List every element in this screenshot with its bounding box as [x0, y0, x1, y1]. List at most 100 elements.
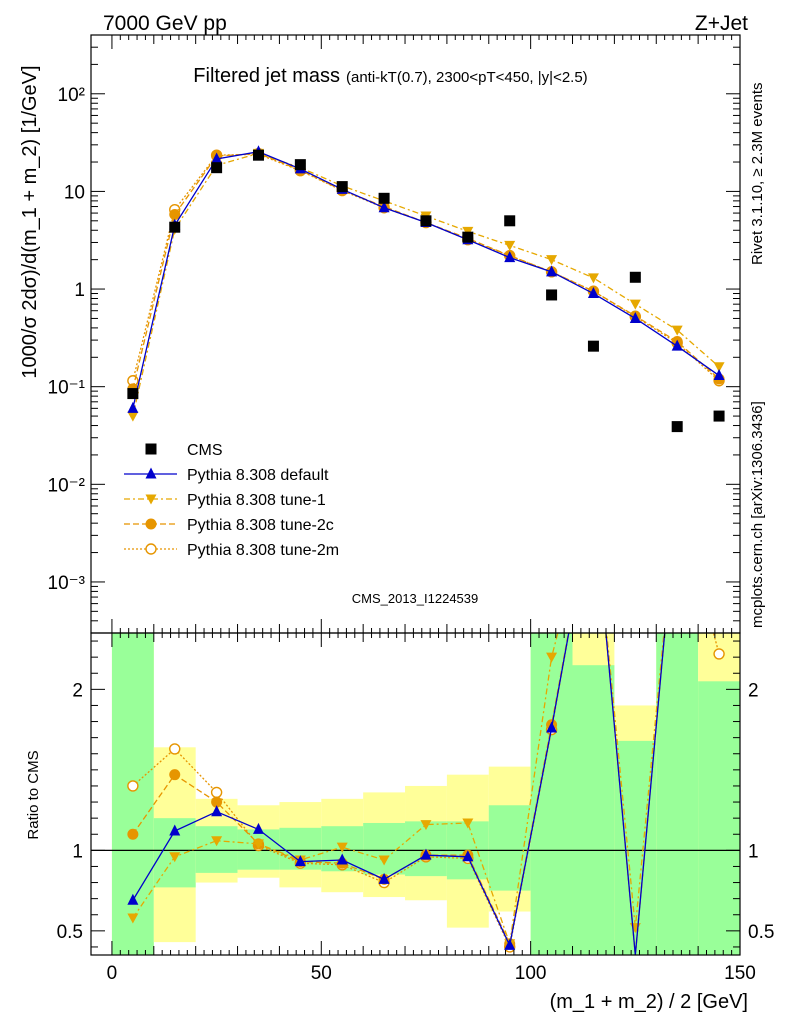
- side-label-rivet: Rivet 3.1.10, ≥ 2.3M events: [749, 83, 766, 266]
- data-point: [629, 311, 641, 323]
- ratio-point: [169, 824, 181, 836]
- green-band-bin: [572, 665, 615, 955]
- legend-item: Pythia 8.308 default: [124, 467, 329, 484]
- ratio-line: [132, 633, 665, 944]
- x-tick-label: 0: [107, 963, 118, 984]
- data-point: [504, 251, 516, 263]
- header-left: 7000 GeV pp: [103, 12, 227, 35]
- legend-marker: [145, 443, 157, 455]
- ratio-point: [211, 796, 223, 808]
- series-pythia-8-308-tune-2m: [127, 148, 725, 387]
- green-band-bin: [488, 805, 531, 891]
- y-tick-label: 10²: [58, 85, 85, 106]
- ratio-point: [420, 848, 432, 860]
- ratio-point: [504, 938, 516, 950]
- data-point: [420, 215, 432, 227]
- header-right: Z+Jet: [695, 12, 748, 35]
- ratio-y-tick-label-right: 1: [748, 841, 759, 862]
- ratio-y-tick-label-right: 0.5: [748, 922, 774, 943]
- ratio-point: [336, 853, 348, 865]
- ratio-point: [127, 913, 139, 924]
- data-point: [504, 215, 516, 227]
- green-band-bin: [530, 633, 573, 955]
- ratio-point: [336, 842, 348, 853]
- data-point: [211, 162, 223, 174]
- ratio-bands: [91, 633, 740, 955]
- ratio-point: [211, 836, 223, 847]
- ratio-point: [378, 855, 390, 866]
- series-cms: [127, 149, 725, 433]
- ratio-y-tick-label-left: 0.5: [57, 922, 83, 943]
- y-tick-label: 10⁻²: [48, 475, 86, 496]
- legend-marker: [145, 467, 157, 479]
- legend-label: Pythia 8.308 default: [187, 467, 329, 484]
- green-band-bin: [195, 826, 238, 873]
- analysis-id: CMS_2013_I1224539: [352, 591, 479, 606]
- series-line: [132, 152, 720, 417]
- legend-item: Pythia 8.308 tune-2m: [124, 542, 339, 559]
- legend-label: Pythia 8.308 tune-2m: [187, 542, 339, 559]
- ratio-point: [169, 852, 181, 863]
- chart-subtitle: (anti-kT(0.7), 2300<pT<450, |y|<2.5): [346, 69, 588, 86]
- axes: 0 50 100 150 10⁻³ 10⁻² 10⁻¹ 1 10 10² 0.5 0.5 1 1 2 2: [48, 34, 774, 984]
- data-point: [336, 181, 348, 193]
- ratio-point: [462, 818, 474, 829]
- data-point: [127, 411, 139, 422]
- x-tick-label: 100: [515, 963, 547, 984]
- legend-marker: [145, 518, 157, 530]
- series-line: [132, 153, 720, 382]
- ratio-point: [713, 648, 725, 660]
- data-point: [713, 410, 725, 422]
- legend-marker: [145, 543, 157, 555]
- legend: CMS Pythia 8.308 default Pythia 8.308 tune…: [124, 442, 339, 559]
- y-axis-label-main: 1000/σ 2dσ)/d(m_1 + m_2) [1/GeV]: [19, 65, 41, 378]
- series-line: [132, 152, 720, 390]
- series-pythia-8-308-tune-2c: [127, 147, 725, 395]
- data-point: [127, 388, 139, 400]
- legend-marker: [145, 494, 157, 505]
- ratio-point: [378, 872, 390, 884]
- ratio-point: [210, 786, 223, 799]
- data-point: [629, 271, 641, 283]
- ratio-point: [546, 652, 558, 663]
- ratio-point: [127, 893, 139, 905]
- ratio-point: [420, 820, 432, 831]
- data-point: [713, 369, 725, 381]
- y-tick-label: 10: [64, 182, 85, 203]
- green-band-bin: [363, 822, 406, 875]
- data-point: [546, 255, 558, 266]
- y-tick-label: 10⁻¹: [48, 378, 86, 399]
- ratio-frame: [90, 632, 741, 956]
- data-point: [546, 289, 558, 301]
- legend-item: CMS: [145, 442, 223, 459]
- data-point: [127, 401, 139, 413]
- main-title: Filtered jet mass (anti-kT(0.7), 2300<pT…: [193, 65, 587, 87]
- data-point: [504, 240, 516, 251]
- data-point: [462, 231, 474, 243]
- data-point: [169, 221, 181, 233]
- data-point: [252, 149, 264, 161]
- x-axis-label: (m_1 + m_2) / 2 [GeV]: [550, 991, 748, 1013]
- data-point: [378, 192, 390, 204]
- data-point: [713, 362, 725, 373]
- ratio-point: [252, 822, 264, 834]
- data-point: [294, 159, 306, 171]
- green-band-bin: [656, 633, 699, 955]
- y-tick-label: 1: [74, 280, 85, 301]
- data-point: [629, 299, 641, 310]
- legend-label: Pythia 8.308 tune-2c: [187, 517, 334, 534]
- y-axis-label-ratio: Ratio to CMS: [25, 750, 42, 839]
- data-point: [378, 201, 390, 213]
- legend-item: Pythia 8.308 tune-1: [124, 492, 326, 509]
- data-point: [671, 339, 683, 351]
- ratio-y-tick-label-right: 2: [748, 680, 759, 701]
- chart-title: Filtered jet mass: [193, 65, 340, 87]
- ratio-point: [546, 721, 558, 733]
- data-point: [587, 273, 599, 284]
- ratio-point: [211, 805, 223, 817]
- data-point: [169, 209, 181, 221]
- ratio-point: [462, 850, 474, 862]
- ratio-series-pythia-8-308-default: [127, 633, 666, 955]
- legend-item: Pythia 8.308 tune-2c: [124, 517, 334, 534]
- main-series: [127, 145, 725, 433]
